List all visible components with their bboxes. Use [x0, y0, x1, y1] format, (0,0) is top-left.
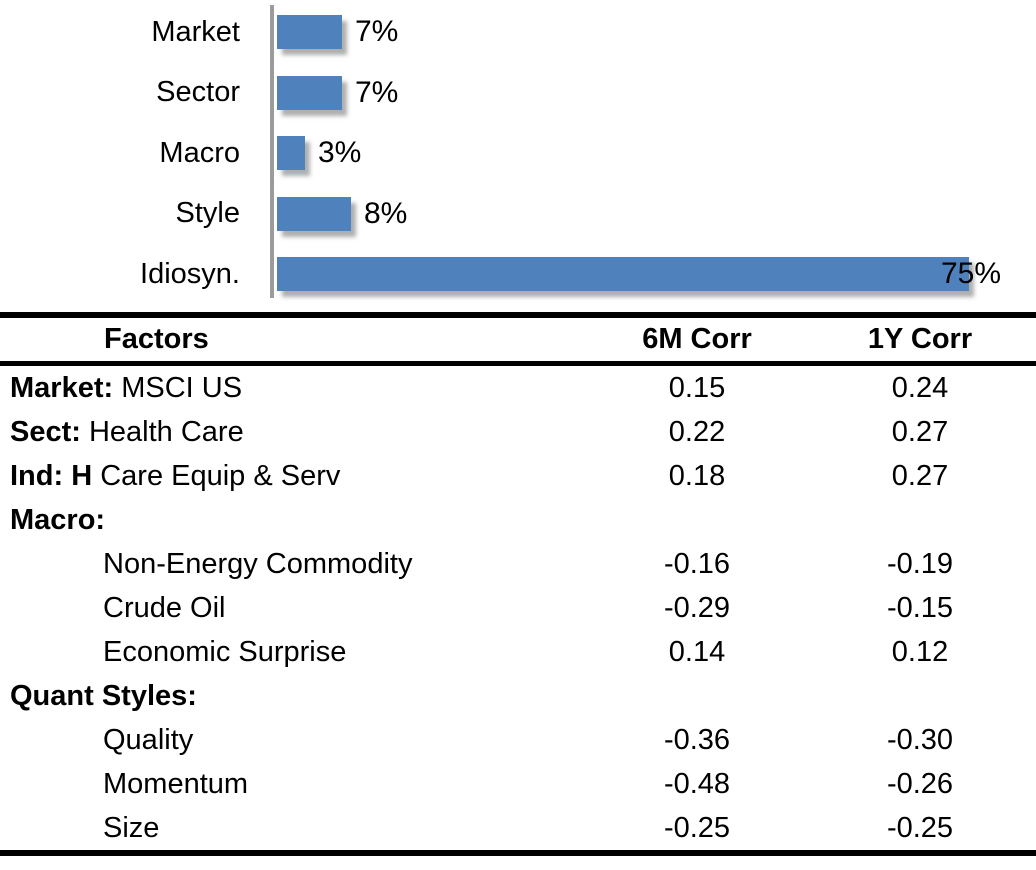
table-row: Macro: [0, 498, 1036, 542]
corr-1y-cell: -0.15 [886, 591, 954, 624]
factor-name-rest: Momentum [103, 767, 249, 800]
factor-name-bold: Quant Styles: [10, 679, 197, 712]
factor-name-rest: Health Care [80, 415, 244, 448]
corr-6m-cell: 0.15 [668, 371, 726, 404]
corr-1y-cell: -0.19 [886, 547, 954, 580]
factor-name-cell: Crude Oil [0, 592, 590, 625]
table-row: Crude Oil -0.29 -0.15 [0, 586, 1036, 630]
factor-name-cell: Size [0, 812, 590, 845]
factor-name-rest: Quality [103, 723, 194, 756]
chart-bar [277, 196, 351, 231]
chart-bar-wrap: 7% [277, 15, 399, 50]
corr-6m-cell: -0.48 [663, 767, 731, 800]
factor-correlation-table: Factors 6M Corr 1Y Corr Market: MSCI US … [0, 312, 1036, 856]
table-row: Non-Energy Commodity -0.16 -0.19 [0, 542, 1036, 586]
corr-6m-cell: -0.25 [663, 811, 731, 844]
table-row: Economic Surprise 0.14 0.12 [0, 630, 1036, 674]
factor-name-bold: Macro: [10, 503, 106, 536]
table-row: Quality -0.36 -0.30 [0, 718, 1036, 762]
chart-plot-area: Market 7% Sector 7% Macro 3% Style 8% Id… [0, 2, 1036, 305]
corr-1y-cell: 0.27 [891, 459, 949, 492]
chart-bar-row: Idiosyn. 75% [0, 244, 1036, 305]
chart-category-label: Sector [156, 76, 240, 109]
chart-bar-row: Style 8% [0, 184, 1036, 245]
chart-value-label: 7% [355, 15, 399, 49]
corr-1y-cell: 0.27 [891, 415, 949, 448]
factor-name-cell: Economic Surprise [0, 636, 590, 669]
chart-category-label: Style [175, 197, 240, 230]
factor-name-rest: Non-Energy Commodity [103, 547, 413, 580]
corr-1y-cell: 0.12 [891, 635, 949, 668]
table-row: Sect: Health Care 0.22 0.27 [0, 410, 1036, 454]
chart-bar-wrap: 7% [277, 75, 399, 110]
chart-bar [277, 75, 342, 110]
factor-name-cell: Non-Energy Commodity [0, 548, 590, 581]
chart-bar-wrap: 75% [277, 257, 1002, 292]
chart-value-label: 75% [941, 257, 1002, 291]
factor-name-cell: Sect: Health Care [0, 416, 590, 449]
chart-bar-row: Macro 3% [0, 123, 1036, 184]
table-row: Ind: H Care Equip & Serv 0.18 0.27 [0, 454, 1036, 498]
table-header-row: Factors 6M Corr 1Y Corr [0, 312, 1036, 366]
chart-value-label: 8% [364, 196, 408, 230]
factor-name-rest: Size [103, 811, 160, 844]
chart-bar-row: Market 7% [0, 2, 1036, 63]
corr-1y-cell: -0.30 [886, 723, 954, 756]
factor-name-bold: Market: [10, 371, 114, 404]
chart-category-label: Idiosyn. [140, 257, 240, 290]
table-row: Momentum -0.48 -0.26 [0, 762, 1036, 806]
factor-name-cell: Quant Styles: [0, 680, 590, 713]
factor-name-cell: Market: MSCI US [0, 372, 590, 405]
factor-name-cell: Macro: [0, 504, 590, 537]
chart-category-label: Macro [159, 136, 240, 169]
corr-6m-cell: 0.14 [668, 635, 726, 668]
chart-bar [277, 15, 342, 50]
column-header-1y-corr: 1Y Corr [867, 323, 973, 355]
factor-name-cell: Ind: H Care Equip & Serv [0, 460, 590, 493]
table-row: Size -0.25 -0.25 [0, 806, 1036, 850]
factor-name-bold: Ind: H [10, 459, 93, 492]
table-body: Market: MSCI US 0.15 0.24 Sect: Health C… [0, 366, 1036, 856]
factor-name-rest: MSCI US [113, 371, 243, 404]
corr-6m-cell: -0.29 [663, 591, 731, 624]
factor-name-rest: Crude Oil [103, 591, 226, 624]
factor-name-cell: Momentum [0, 768, 590, 801]
corr-6m-cell: 0.22 [668, 415, 726, 448]
column-header-factors: Factors [104, 323, 209, 355]
factor-name-rest: Economic Surprise [103, 635, 347, 668]
corr-1y-cell: -0.25 [886, 811, 954, 844]
chart-category-label: Market [151, 15, 240, 48]
corr-6m-cell: 0.18 [668, 459, 726, 492]
corr-1y-cell: -0.26 [886, 767, 954, 800]
chart-bar-row: Sector 7% [0, 63, 1036, 124]
risk-decomposition-bar-chart: Market 7% Sector 7% Macro 3% Style 8% Id… [0, 0, 1036, 312]
chart-bar [277, 136, 305, 171]
table-row: Market: MSCI US 0.15 0.24 [0, 366, 1036, 410]
table-row: Quant Styles: [0, 674, 1036, 718]
corr-1y-cell: 0.24 [891, 371, 949, 404]
chart-value-label: 7% [355, 75, 399, 109]
factor-name-cell: Quality [0, 724, 590, 757]
chart-value-label: 3% [318, 136, 362, 170]
factor-name-bold: Sect: [10, 415, 81, 448]
corr-6m-cell: -0.16 [663, 547, 731, 580]
corr-6m-cell: -0.36 [663, 723, 731, 756]
factor-name-rest: Care Equip & Serv [92, 459, 341, 492]
chart-axis-line [270, 5, 274, 298]
chart-bar-wrap: 3% [277, 136, 362, 171]
column-header-6m-corr: 6M Corr [642, 323, 752, 355]
chart-bar [277, 257, 969, 292]
chart-bar-wrap: 8% [277, 196, 408, 231]
